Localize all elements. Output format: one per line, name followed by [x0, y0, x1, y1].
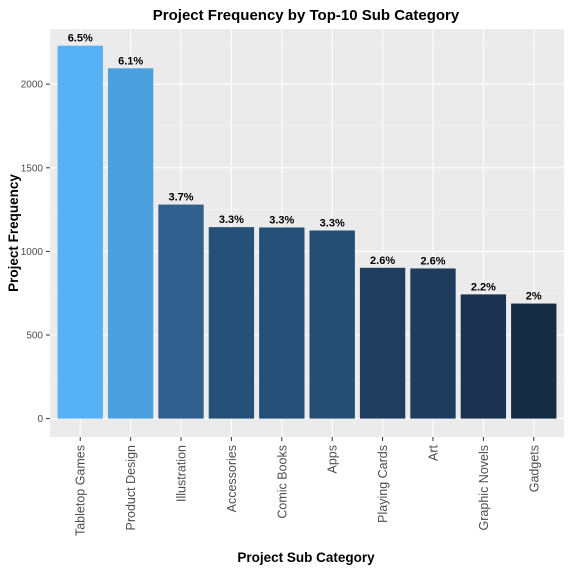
y-tick-label: 500 [26, 331, 43, 342]
x-tick-label: Comic Books [275, 445, 289, 519]
y-axis: 0 500 1000 1500 2000 [21, 80, 50, 425]
y-tick-label: 0 [37, 414, 43, 425]
bar-value-label: 2.6% [420, 255, 445, 267]
bar-value-label: 6.1% [118, 55, 143, 67]
x-tick-label: Accessories [225, 445, 239, 512]
bar-labels: 6.5% 6.1% 3.7% 3.3% 3.3% 3.3% 2.6% 2.6% 2.2% 2% [68, 33, 542, 303]
x-tick-label: Gadgets [527, 445, 541, 492]
x-axis-title: Project Sub Category [237, 550, 375, 565]
x-tick-label: Illustration [175, 445, 189, 502]
bar [359, 267, 406, 419]
y-axis-title: Project Frequency [6, 174, 21, 292]
bar-value-label: 2% [526, 291, 542, 303]
bar [107, 68, 154, 419]
x-tick-label: Graphic Novels [477, 445, 491, 530]
x-tick-label: Apps [326, 445, 340, 474]
x-tick-label: Tabletop Games [74, 445, 88, 536]
bar [460, 294, 507, 419]
y-tick-label: 1000 [21, 247, 44, 258]
x-tick-label: Playing Cards [376, 445, 390, 523]
y-tick-label: 1500 [21, 163, 44, 174]
bar-value-label: 3.7% [168, 192, 193, 204]
bar [158, 204, 204, 419]
chart-title: Project Frequency by Top-10 Sub Category [153, 7, 460, 24]
bar [57, 45, 103, 419]
bar [511, 303, 557, 419]
bar [309, 230, 355, 419]
bar-value-label: 2.6% [370, 255, 395, 267]
x-tick-label: Product Design [124, 445, 138, 531]
y-tick-label: 2000 [21, 80, 44, 91]
x-axis: Tabletop Games Product Design Illustration… [74, 437, 541, 536]
bar-value-label: 2.2% [471, 281, 496, 293]
bar [208, 227, 255, 419]
bar-value-label: 3.3% [320, 217, 345, 229]
bar [259, 227, 305, 419]
bar-value-label: 6.5% [68, 33, 93, 45]
bar-value-label: 3.3% [269, 214, 294, 226]
bar [410, 268, 456, 419]
x-tick-label: Art [426, 444, 440, 461]
bars [57, 45, 557, 419]
bar-value-label: 3.3% [219, 214, 244, 226]
